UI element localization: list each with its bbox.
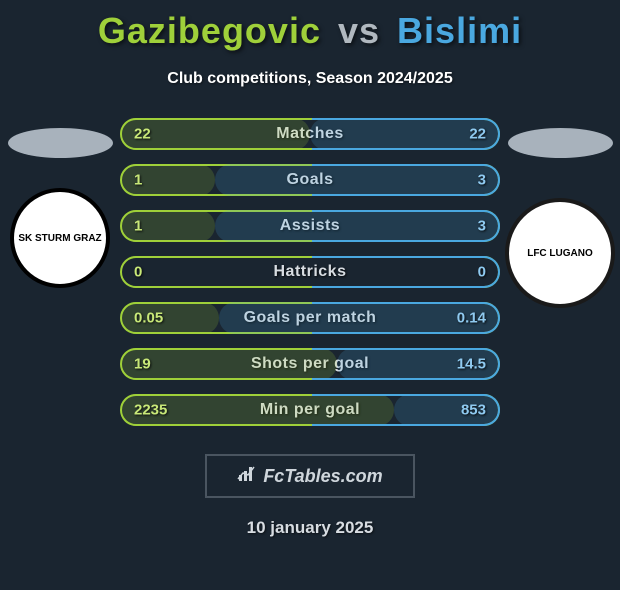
branding-text: FcTables.com: [263, 466, 382, 487]
stat-value-p2: 3: [478, 172, 486, 189]
player1-face-placeholder: [8, 128, 113, 158]
stat-value-p1: 19: [134, 356, 151, 373]
stat-row: 1914.5Shots per goal: [120, 348, 500, 380]
stat-value-p1: 0.05: [134, 310, 163, 327]
stat-fill-p2: [215, 164, 500, 196]
stat-value-p1: 1: [134, 172, 142, 189]
stat-value-p1: 0: [134, 264, 142, 281]
branding-box: FcTables.com: [205, 454, 415, 498]
player1-column: SK STURM GRAZ: [0, 118, 120, 288]
comparison-title: Gazibegovic vs Bislimi: [0, 10, 620, 52]
player2-club-label: LFC LUGANO: [527, 248, 593, 259]
title-player2: Bislimi: [397, 10, 522, 51]
player2-column: LFC LUGANO: [500, 118, 620, 308]
stat-row: 2222Matches: [120, 118, 500, 150]
stat-value-p2: 3: [478, 218, 486, 235]
title-vs: vs: [338, 10, 380, 51]
player2-face-placeholder: [508, 128, 613, 158]
date-text: 10 january 2025: [0, 518, 620, 538]
stat-row: 13Assists: [120, 210, 500, 242]
chart-icon: [237, 465, 257, 488]
stat-fill-p2: [215, 210, 500, 242]
stat-value-p1: 2235: [134, 402, 167, 419]
stat-fill-p1: [120, 348, 337, 380]
stat-row: 0 0 Hattricks: [120, 256, 500, 288]
player1-club-logo: SK STURM GRAZ: [10, 188, 110, 288]
stat-label: Hattricks: [274, 263, 347, 281]
player2-club-logo: LFC LUGANO: [505, 198, 615, 308]
stats-container: 2222Matches13Goals13Assists00Hattricks0.…: [120, 118, 500, 426]
stat-value-p1: 1: [134, 218, 142, 235]
stat-value-p2: 14.5: [457, 356, 486, 373]
stat-value-p2: 0: [478, 264, 486, 281]
player1-club-label: SK STURM GRAZ: [18, 233, 101, 244]
stat-row: 2235853Min per goal: [120, 394, 500, 426]
stat-row: 0.050.14Goals per match: [120, 302, 500, 334]
stat-value-p1: 22: [134, 126, 151, 143]
stat-row: 13Goals: [120, 164, 500, 196]
subtitle: Club competitions, Season 2024/2025: [0, 70, 620, 88]
stat-value-p2: 22: [469, 126, 486, 143]
stat-value-p2: 853: [461, 402, 486, 419]
content-area: SK STURM GRAZ LFC LUGANO 2222Matches13Go…: [0, 118, 620, 426]
stat-value-p2: 0.14: [457, 310, 486, 327]
title-player1: Gazibegovic: [98, 10, 321, 51]
